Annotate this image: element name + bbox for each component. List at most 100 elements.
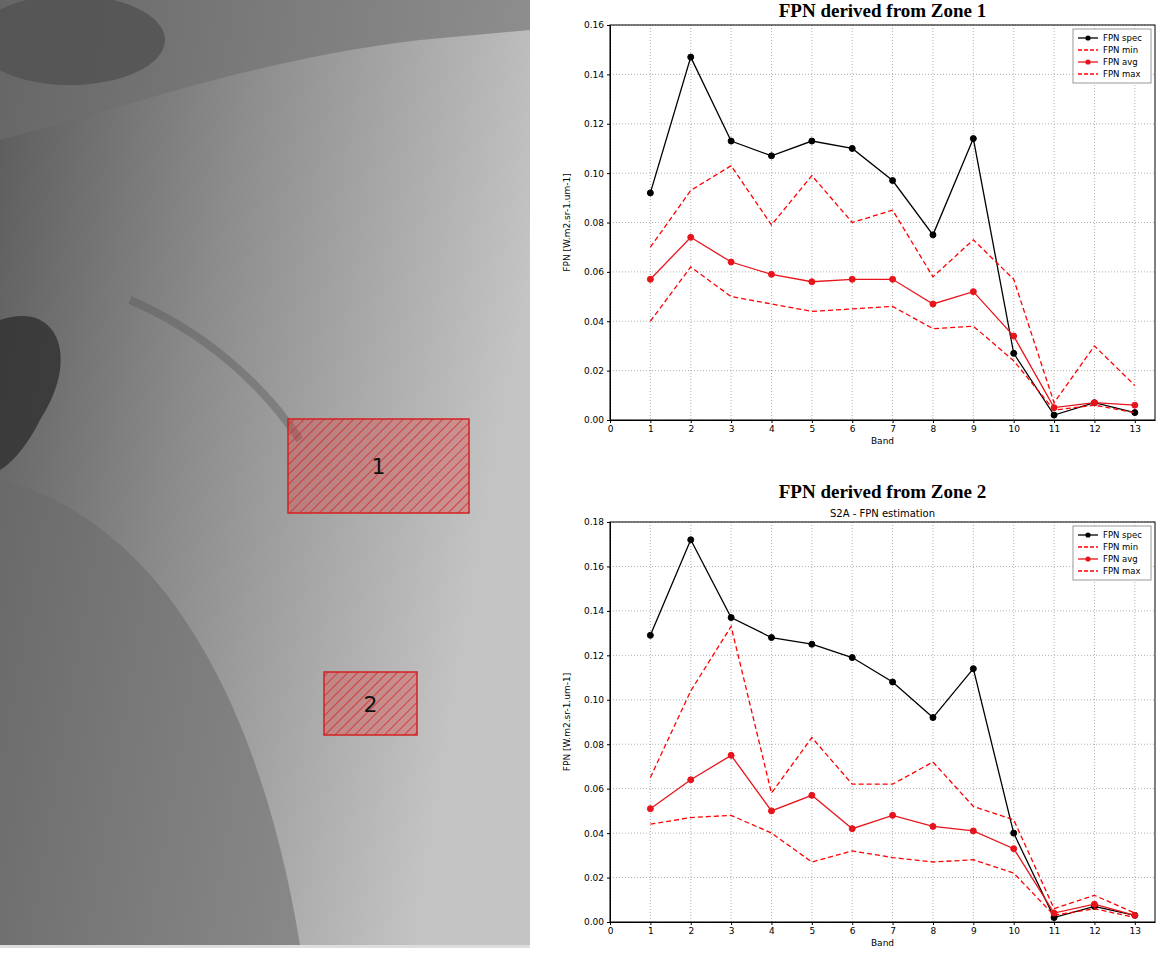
grid-line: [932, 25, 933, 420]
series-marker: [809, 279, 815, 285]
x-tick: 2: [688, 420, 694, 434]
series-marker: [970, 666, 976, 672]
x-tick-label: 5: [809, 926, 815, 936]
x-tick: 3: [729, 922, 735, 936]
y-axis-title: FPN [W.m2.sr-1.um-1]: [562, 673, 572, 771]
grid-line: [610, 370, 1155, 371]
y-tick: 0.02: [584, 366, 610, 376]
plot-frame: [610, 522, 1155, 922]
grid-line: [610, 744, 1155, 745]
x-tick: 12: [1089, 420, 1100, 434]
series-marker: [1051, 910, 1057, 916]
chart-subtitle: S2A - FPN estimation: [830, 508, 935, 519]
chart-title: FPN derived from Zone 2: [779, 481, 987, 502]
legend: FPN specFPN minFPN avgFPN max: [1073, 526, 1151, 580]
y-tick: 0.12: [584, 651, 610, 661]
y-tick-label: 0.16: [584, 20, 604, 30]
chart-title: FPN derived from Zone 1: [779, 0, 987, 21]
series-marker: [970, 289, 976, 295]
series-marker: [1011, 333, 1017, 339]
series-marker: [849, 276, 855, 282]
x-tick-label: 8: [931, 424, 937, 434]
series-line: [650, 755, 1134, 915]
y-tick: 0.08: [584, 740, 610, 750]
y-tick-label: 0.06: [584, 784, 604, 794]
grid-line: [610, 655, 1155, 656]
x-tick: 10: [1008, 922, 1020, 936]
grid-line: [1094, 522, 1095, 922]
legend-marker: [1085, 35, 1090, 40]
x-tick: 0: [608, 922, 614, 936]
grid-line: [973, 522, 974, 922]
legend-marker: [1085, 59, 1090, 64]
zone-box: [288, 419, 469, 513]
y-tick-label: 0.10: [584, 169, 604, 179]
legend-box: [1073, 29, 1151, 83]
x-tick-label: 11: [1049, 424, 1060, 434]
grid-line: [771, 25, 772, 420]
series-marker: [970, 136, 976, 142]
zone-label: 1: [372, 454, 386, 479]
legend-swatch: [1078, 570, 1098, 571]
series-line: [650, 57, 1134, 415]
series-line: [650, 166, 1134, 403]
grid-line: [1054, 522, 1055, 922]
y-tick: 0.00: [584, 917, 610, 927]
plot-area: [610, 25, 1155, 420]
series-marker: [688, 54, 694, 60]
grid-line: [811, 522, 812, 922]
series-marker: [728, 615, 734, 621]
series-marker: [728, 259, 734, 265]
y-tick: 0.18: [584, 517, 610, 527]
x-tick-label: 5: [809, 424, 815, 434]
y-tick-label: 0.04: [584, 828, 604, 838]
y-tick-label: 0.02: [584, 366, 604, 376]
series-marker: [728, 138, 734, 144]
y-tick-label: 0.12: [584, 651, 604, 661]
y-tick: 0.00: [584, 415, 610, 425]
grid-line: [690, 522, 691, 922]
x-tick: 6: [850, 420, 856, 434]
series-marker: [930, 823, 936, 829]
x-tick: 6: [850, 922, 856, 936]
series-marker: [647, 276, 653, 282]
x-tick: 8: [931, 922, 937, 936]
x-tick-label: 7: [890, 424, 896, 434]
series-marker: [890, 178, 896, 184]
y-axis: 0.000.020.040.060.080.100.120.140.16: [584, 20, 611, 425]
x-tick-label: 13: [1130, 926, 1141, 936]
series-marker: [688, 537, 694, 543]
series-marker: [728, 752, 734, 758]
series-marker: [1132, 912, 1138, 918]
series-line: [650, 626, 1134, 913]
grid-line: [610, 271, 1155, 272]
x-axis: 012345678910111213: [608, 922, 1156, 936]
y-tick-label: 0.16: [584, 562, 604, 572]
series-marker: [890, 679, 896, 685]
x-tick-label: 2: [688, 926, 694, 936]
x-tick: 1: [648, 420, 654, 434]
series-marker: [970, 828, 976, 834]
series-marker: [688, 777, 694, 783]
y-tick: 0.10: [584, 695, 610, 705]
series-marks: [647, 537, 1137, 921]
series-marker: [930, 715, 936, 721]
y-tick: 0.04: [584, 828, 610, 838]
x-tick: 4: [769, 922, 775, 936]
x-axis: 012345678910111213: [608, 420, 1156, 434]
chart: 0123456789101112130.000.020.040.060.080.…: [562, 0, 1156, 446]
y-tick-label: 0.00: [584, 415, 604, 425]
series-marker: [849, 145, 855, 151]
x-tick-label: 0: [608, 424, 614, 434]
x-tick-label: 6: [850, 926, 856, 936]
legend-box: [1073, 526, 1151, 580]
x-tick-label: 9: [971, 424, 977, 434]
x-tick: 13: [1130, 922, 1141, 936]
x-tick-label: 4: [769, 424, 775, 434]
x-tick-label: 3: [729, 926, 735, 936]
series-marker: [1091, 400, 1097, 406]
y-tick: 0.02: [584, 873, 610, 883]
legend-swatch: [1078, 49, 1098, 50]
x-tick: 13: [1130, 420, 1141, 434]
grid-line: [610, 788, 1155, 789]
